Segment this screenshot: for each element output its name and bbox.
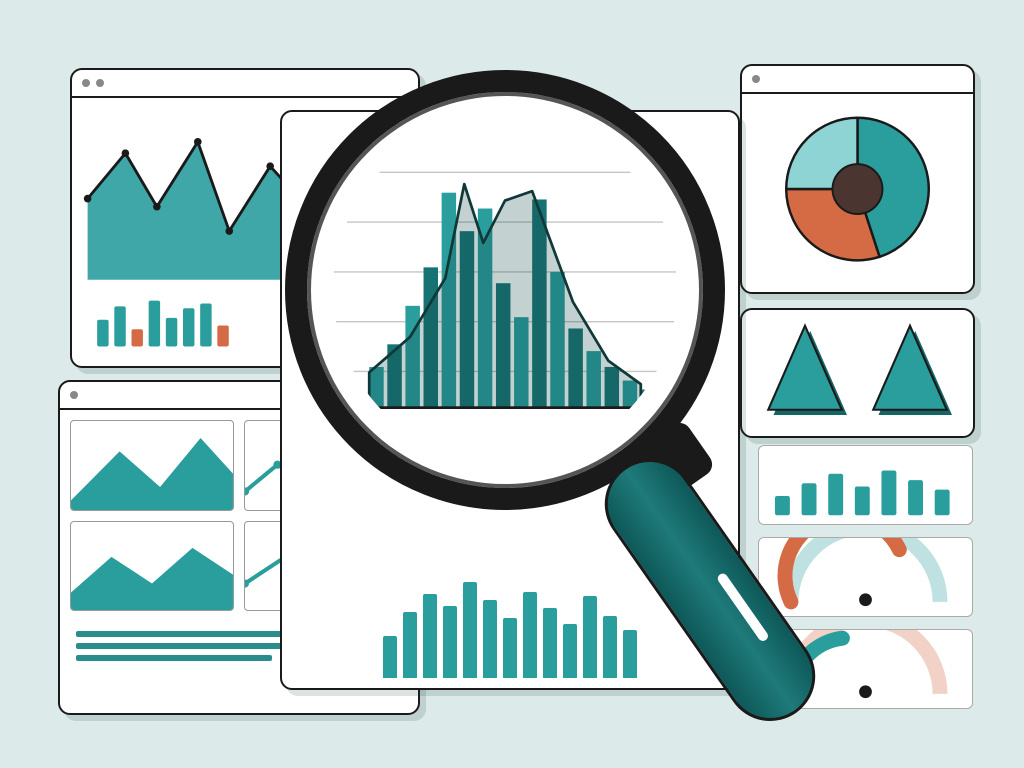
right-mini-column xyxy=(758,445,973,721)
bar xyxy=(503,618,517,678)
main-chart-panel xyxy=(280,110,740,690)
mini-gauge xyxy=(758,629,973,709)
donut-chart-panel xyxy=(740,64,975,294)
bar xyxy=(443,606,457,678)
bottom-bar-chart xyxy=(292,558,728,678)
bar xyxy=(483,600,497,678)
panel-header xyxy=(72,70,418,98)
legend-bar xyxy=(76,655,272,661)
window-dot xyxy=(752,75,760,83)
mini-area-chart xyxy=(70,521,234,612)
mini-bar-chart xyxy=(758,445,973,525)
bar xyxy=(383,636,397,678)
window-dot xyxy=(96,79,104,87)
panel-header xyxy=(742,66,973,94)
window-dot xyxy=(82,79,90,87)
window-dot xyxy=(70,391,78,399)
bar xyxy=(403,612,417,678)
bar xyxy=(463,582,477,678)
bar xyxy=(583,596,597,678)
bar xyxy=(523,592,537,678)
donut-chart xyxy=(742,94,973,292)
mini-area-chart xyxy=(70,420,234,511)
bar xyxy=(603,616,617,678)
bar xyxy=(563,624,577,678)
bar xyxy=(623,630,637,678)
bar xyxy=(423,594,437,678)
triangle-shapes xyxy=(742,310,973,436)
mini-gauge xyxy=(758,537,973,617)
bar xyxy=(543,608,557,678)
triangles-panel xyxy=(740,308,975,438)
